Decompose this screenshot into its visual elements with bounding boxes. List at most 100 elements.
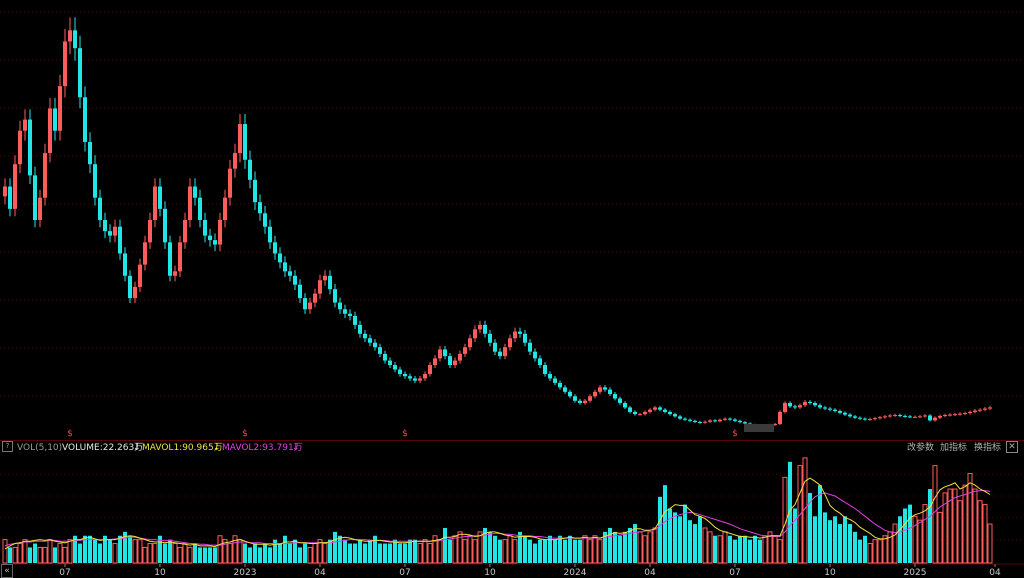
candle-body	[283, 262, 287, 272]
candle	[958, 412, 962, 416]
candle	[543, 362, 547, 377]
candle	[128, 270, 132, 304]
candle-body	[458, 353, 462, 361]
candle	[613, 392, 617, 401]
candle	[358, 320, 362, 338]
volume-bar	[502, 539, 508, 564]
candle	[658, 405, 662, 412]
volume-bar	[823, 512, 827, 563]
candle-body	[928, 415, 932, 421]
candle	[988, 405, 992, 411]
volume-bar	[98, 543, 102, 563]
candle	[968, 410, 972, 415]
candle	[773, 422, 777, 426]
candle	[603, 385, 607, 392]
volume-bar	[972, 488, 978, 564]
candle-body	[938, 415, 942, 418]
volume-bar	[808, 492, 812, 563]
candle-body	[178, 242, 182, 272]
candle	[443, 346, 447, 360]
help-icon[interactable]: ?	[2, 441, 13, 452]
candle-body	[728, 418, 732, 420]
candle	[88, 132, 92, 174]
candle	[163, 201, 167, 249]
close-icon[interactable]: ✕	[1006, 441, 1018, 453]
candle-body	[428, 365, 432, 374]
volume-bar	[962, 484, 968, 564]
candle	[298, 279, 302, 304]
candle	[708, 419, 712, 423]
indicator-header: ? VOL(5,10) VOLUME:22.263万 ↓ MAVOL1:90.9…	[0, 440, 1024, 455]
volume-bar	[618, 535, 622, 563]
candle	[868, 417, 872, 421]
scroll-left-icon[interactable]: «	[1, 564, 13, 578]
candle-body	[558, 382, 562, 388]
candle-body	[43, 153, 47, 198]
candle	[663, 408, 667, 414]
candle-body	[73, 30, 77, 49]
x-tick-label: 04	[644, 568, 656, 578]
volume-bar	[388, 543, 392, 563]
candle-body	[818, 405, 822, 408]
volume-bar	[53, 547, 57, 563]
candle	[323, 270, 327, 286]
candle-body	[978, 409, 982, 411]
volume-bar	[112, 543, 118, 564]
mavol2-value: MAVOL2:93.791万	[222, 443, 303, 453]
volume-bar	[843, 516, 847, 563]
volume-bar	[93, 539, 97, 563]
candle-body	[118, 226, 122, 254]
dividend-marker[interactable]: $	[402, 429, 408, 439]
volume-bar	[528, 539, 532, 563]
candle-body	[333, 289, 337, 303]
candle-body	[208, 235, 212, 241]
volume-bar	[533, 543, 537, 563]
volume-bar	[452, 535, 458, 564]
candle	[13, 155, 17, 217]
candle	[633, 410, 637, 416]
volume-bar	[393, 539, 397, 563]
dividend-marker[interactable]: $	[67, 429, 73, 439]
volume-bar	[8, 547, 12, 563]
candle	[268, 219, 272, 249]
volume-bar	[403, 543, 407, 563]
candle-body	[223, 197, 227, 220]
candle-body	[263, 213, 267, 227]
volume-bar	[222, 539, 228, 564]
volume-bar	[758, 539, 762, 563]
candle	[583, 398, 587, 405]
candle-body	[898, 415, 902, 417]
edit-params-button[interactable]: 改参数	[907, 443, 935, 453]
candle-body	[128, 275, 132, 299]
candle-body	[823, 407, 827, 409]
candle	[833, 408, 837, 413]
candle-body	[808, 401, 812, 403]
volume-bar	[777, 539, 783, 564]
candle-body	[788, 402, 792, 407]
dividend-marker[interactable]: $	[242, 429, 248, 439]
candle	[178, 235, 182, 278]
add-indicator-button[interactable]: 加指标	[940, 443, 968, 453]
candle	[888, 414, 892, 418]
candle	[68, 17, 72, 55]
candle	[448, 352, 452, 368]
volume-bar	[782, 476, 788, 564]
candle	[48, 97, 52, 163]
candle	[313, 288, 317, 308]
dividend-marker[interactable]: $	[732, 429, 738, 439]
candle-body	[123, 253, 127, 276]
volume-bar	[877, 539, 883, 564]
volume-bar	[398, 543, 402, 563]
candle	[983, 406, 987, 412]
candle-body	[888, 415, 892, 417]
volume-bar	[977, 500, 983, 564]
candle	[478, 320, 482, 334]
candle-body	[158, 186, 162, 209]
candle	[463, 343, 467, 358]
volume-bar	[248, 547, 252, 563]
volume-bar	[608, 527, 612, 563]
switch-indicator-button[interactable]: 换指标	[974, 443, 1002, 453]
volume-bar	[858, 539, 862, 563]
volume-bar	[582, 535, 588, 564]
